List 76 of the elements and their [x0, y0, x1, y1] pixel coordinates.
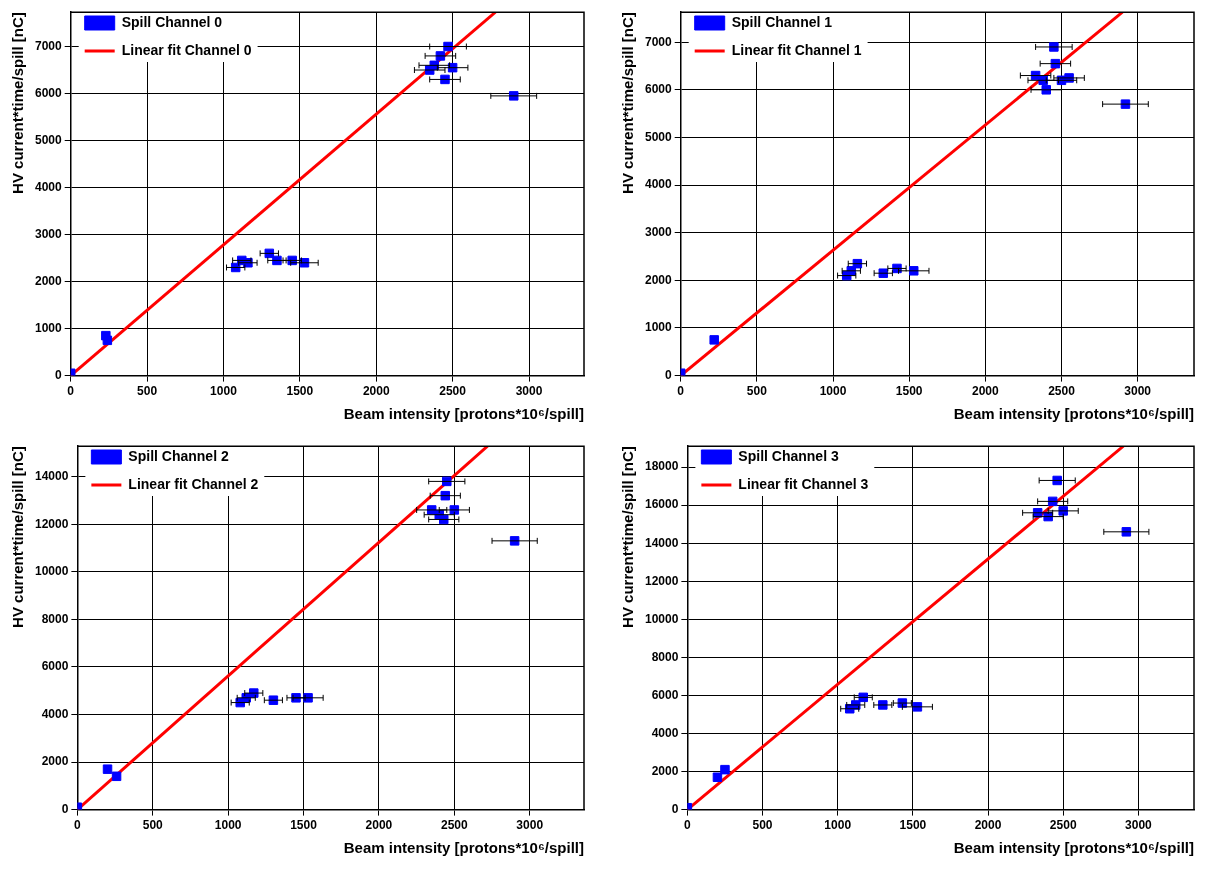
y-tick-label: 0 [61, 801, 69, 816]
y-tick-label: 4000 [34, 179, 63, 194]
x-tick-label: 1500 [899, 818, 927, 833]
y-tick-label: 8000 [41, 611, 69, 626]
x-tick-label: 1500 [290, 818, 318, 833]
y-tick-label: 2000 [651, 763, 679, 778]
x-tick-label: 2000 [365, 818, 393, 833]
x-tick-label: 1000 [824, 818, 852, 833]
x-tick-label: 0 [684, 818, 692, 833]
y-tick-label: 0 [55, 367, 63, 382]
y-tick-label: 2000 [41, 754, 69, 769]
y-tick-label: 7000 [644, 34, 673, 49]
y-tick-label: 1000 [34, 320, 63, 335]
y-axis-title: HV current*time/spill [nC] [9, 446, 27, 628]
x-axis-title: Beam intensity [protons*10⁶/spill] [953, 405, 1194, 423]
y-tick-label: 4000 [644, 177, 673, 192]
y-tick-label: 1000 [644, 320, 673, 335]
y-axis-title: HV current*time/spill [nC] [619, 446, 637, 628]
x-tick-label: 1000 [214, 818, 242, 833]
x-tick-label: 3000 [516, 818, 544, 833]
x-tick-label: 1000 [210, 384, 238, 399]
y-tick-label: 6000 [644, 82, 673, 97]
y-tick-label: 14000 [644, 535, 679, 550]
x-tick-label: 500 [746, 384, 768, 399]
legend-label: Spill Channel 1 [731, 13, 833, 30]
y-tick-label: 12000 [34, 516, 69, 531]
x-axis-title: Beam intensity [protons*10⁶/spill] [953, 839, 1194, 857]
x-tick-label: 3000 [1125, 818, 1153, 833]
y-tick-label: 10000 [644, 611, 679, 626]
x-tick-label: 500 [752, 818, 773, 833]
legend-label: Spill Channel 0 [121, 13, 223, 30]
x-tick-label: 1500 [286, 384, 314, 399]
legend-label: Linear fit Channel 2 [128, 475, 259, 492]
y-axis-title: HV current*time/spill [nC] [619, 12, 637, 194]
y-tick-label: 5000 [644, 129, 673, 144]
x-tick-label: 3000 [1124, 384, 1152, 399]
y-tick-label: 2000 [34, 273, 63, 288]
y-tick-label: 18000 [644, 459, 679, 474]
x-tick-label: 1000 [819, 384, 847, 399]
legend-label: Spill Channel 3 [738, 447, 839, 464]
x-axis-title: Beam intensity [protons*10⁶/spill] [343, 839, 584, 857]
y-tick-label: 14000 [34, 468, 69, 483]
y-tick-label: 4000 [651, 725, 679, 740]
x-tick-label: 2000 [971, 384, 999, 399]
y-tick-label: 6000 [41, 659, 69, 674]
y-tick-label: 12000 [644, 573, 679, 588]
y-tick-label: 3000 [644, 225, 673, 240]
x-tick-label: 2500 [439, 384, 467, 399]
y-tick-label: 6000 [651, 687, 679, 702]
x-tick-label: 2500 [1049, 818, 1077, 833]
x-tick-label: 2000 [362, 384, 390, 399]
x-axis-title: Beam intensity [protons*10⁶/spill] [343, 405, 584, 423]
y-tick-label: 3000 [34, 226, 63, 241]
y-tick-label: 0 [665, 367, 673, 382]
x-tick-label: 2500 [440, 818, 468, 833]
y-tick-label: 4000 [41, 706, 69, 721]
x-tick-label: 0 [74, 818, 82, 833]
y-tick-label: 7000 [34, 38, 63, 53]
legend-label: Linear fit Channel 1 [731, 41, 862, 58]
x-tick-label: 500 [137, 384, 158, 399]
legend-label: Linear fit Channel 0 [121, 41, 252, 58]
legend-label: Spill Channel 2 [128, 447, 229, 464]
x-tick-label: 3000 [515, 384, 543, 399]
x-tick-label: 1500 [895, 384, 923, 399]
x-tick-label: 2000 [974, 818, 1002, 833]
y-tick-label: 0 [671, 801, 679, 816]
y-tick-label: 5000 [34, 132, 63, 147]
y-tick-label: 16000 [644, 497, 679, 512]
y-tick-label: 2000 [644, 272, 673, 287]
y-tick-label: 8000 [651, 649, 679, 664]
y-tick-label: 6000 [34, 85, 63, 100]
x-tick-label: 2500 [1048, 384, 1076, 399]
x-tick-label: 500 [142, 818, 164, 833]
legend-label: Linear fit Channel 3 [738, 475, 869, 492]
y-tick-label: 10000 [34, 564, 69, 579]
y-axis-title: HV current*time/spill [nC] [9, 12, 27, 194]
